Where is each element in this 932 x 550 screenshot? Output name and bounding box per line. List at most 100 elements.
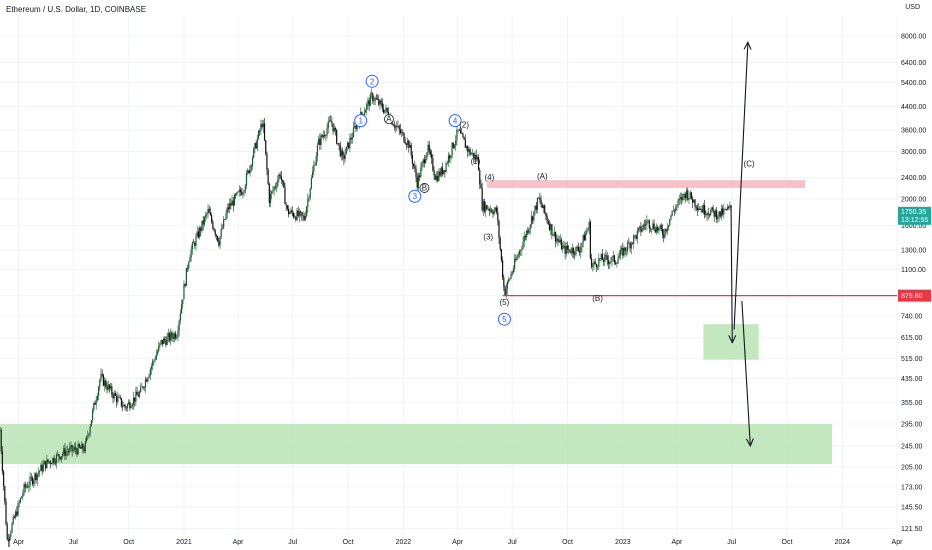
candle-body xyxy=(553,231,555,236)
candle-body xyxy=(505,288,507,296)
candle-body xyxy=(376,99,379,100)
candle-body xyxy=(134,397,136,402)
candle-body xyxy=(673,210,676,212)
candle-body xyxy=(568,249,570,251)
candle-body xyxy=(607,260,610,264)
candle-body xyxy=(498,220,500,239)
candle-body xyxy=(444,170,446,172)
candle-body xyxy=(535,205,537,210)
y-tick-label: 3000.00 xyxy=(901,149,926,156)
candle-body xyxy=(586,231,588,234)
candle-body xyxy=(696,207,698,210)
candle-body xyxy=(232,200,234,206)
candle-body xyxy=(63,448,65,454)
candle-body xyxy=(470,153,472,155)
candle-body xyxy=(298,211,301,217)
candle-body xyxy=(536,197,539,210)
candle-body xyxy=(369,94,371,106)
wave-label-primary: 5 xyxy=(502,315,507,324)
candle-body xyxy=(43,461,46,465)
candle-body xyxy=(328,120,331,122)
candle-body xyxy=(332,123,334,132)
candle-body xyxy=(373,100,375,102)
candle-body xyxy=(476,156,478,160)
candle-body xyxy=(186,267,189,269)
candle-body xyxy=(658,227,660,231)
candle-body xyxy=(708,214,711,216)
candle-body xyxy=(48,461,50,463)
candle-body xyxy=(646,220,648,225)
candle-body xyxy=(480,184,482,189)
candle-body xyxy=(259,130,261,132)
projection-line xyxy=(741,301,751,446)
candle-body xyxy=(524,236,527,238)
candle-body xyxy=(710,210,712,216)
candle-body xyxy=(717,217,719,220)
candle-body xyxy=(324,135,326,137)
candle-body xyxy=(577,247,579,251)
candle-body xyxy=(281,179,284,182)
candle-body xyxy=(589,221,591,259)
candle-body xyxy=(426,152,428,159)
candle-body xyxy=(404,141,406,144)
candle-body xyxy=(520,250,522,251)
candle-body xyxy=(672,210,674,212)
candle-body xyxy=(566,245,569,250)
candle-body xyxy=(433,170,435,176)
candle-body xyxy=(654,229,656,233)
candle-body xyxy=(344,154,346,160)
candle-body xyxy=(219,236,221,246)
candle-body xyxy=(354,125,356,128)
candle-body xyxy=(285,203,287,206)
candle-body xyxy=(491,209,493,213)
candle-body xyxy=(631,242,634,244)
candle-body xyxy=(289,212,291,215)
candle-body xyxy=(267,169,269,185)
candle-body xyxy=(647,220,649,222)
candle-body xyxy=(508,279,510,282)
candle-body xyxy=(450,155,452,159)
candle-body xyxy=(370,93,373,95)
candle-body xyxy=(148,375,150,378)
candle-body xyxy=(375,98,377,100)
candle-body xyxy=(522,241,524,249)
candle-body xyxy=(85,436,88,442)
candle-body xyxy=(649,228,652,230)
candle-body xyxy=(635,235,637,239)
candle-body xyxy=(582,235,584,243)
zone-mid-support xyxy=(703,324,759,360)
candle-body xyxy=(125,407,127,409)
candle-body xyxy=(77,444,79,455)
candle-body xyxy=(10,532,12,537)
candle-body xyxy=(578,250,581,253)
candle-body xyxy=(502,260,504,278)
candle-body xyxy=(122,406,124,407)
candle-body xyxy=(421,163,423,168)
candle-body xyxy=(604,254,606,262)
candle-body xyxy=(458,129,460,131)
candle-body xyxy=(249,165,251,174)
candle-body xyxy=(82,443,84,450)
candle-body xyxy=(250,165,252,167)
candle-body xyxy=(554,231,557,242)
x-tick-label: Apr xyxy=(892,539,904,546)
candle-body xyxy=(550,224,552,230)
candle-body xyxy=(140,386,142,392)
candle-body xyxy=(191,242,193,250)
candle-body xyxy=(293,216,296,218)
candle-body xyxy=(499,238,501,250)
candle-body xyxy=(183,284,185,300)
candle-body xyxy=(534,205,536,212)
candle-body xyxy=(227,207,230,210)
x-tick-label: Oct xyxy=(123,539,134,546)
candle-body xyxy=(459,130,462,134)
candle-body xyxy=(349,138,351,149)
candle-body xyxy=(439,171,441,176)
candle-body xyxy=(517,255,519,257)
candle-body xyxy=(546,216,548,222)
candle-body xyxy=(544,205,546,213)
candle-body xyxy=(179,313,181,321)
candle-body xyxy=(203,217,206,225)
candle-body xyxy=(174,333,177,339)
